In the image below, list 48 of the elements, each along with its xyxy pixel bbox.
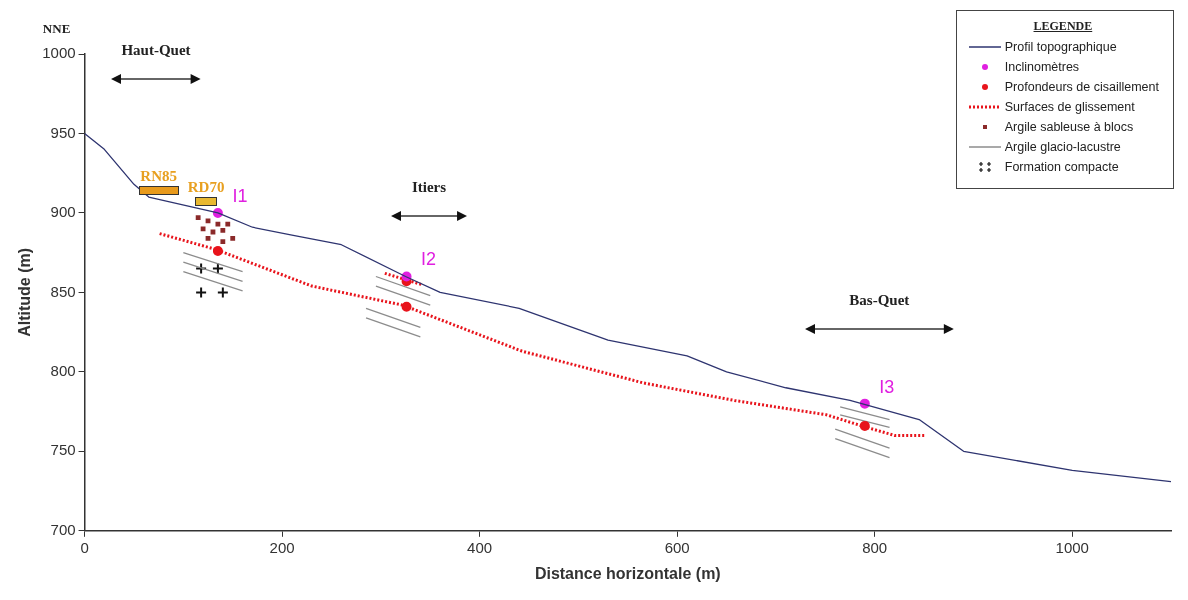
annotation: RN85 bbox=[140, 167, 177, 184]
y-tick-label: 750 bbox=[50, 441, 76, 459]
x-tick-label: 1000 bbox=[1055, 538, 1089, 556]
y-axis-title: Altitude (m) bbox=[16, 247, 34, 337]
point bbox=[200, 226, 206, 232]
point bbox=[212, 246, 223, 257]
annotation: I1 bbox=[232, 185, 248, 206]
x-tick-label: 600 bbox=[664, 538, 690, 556]
point bbox=[195, 215, 201, 221]
legend-label: Profondeurs de cisaillement bbox=[1004, 80, 1159, 94]
legend-label: Surfaces de glissement bbox=[1004, 100, 1135, 114]
point bbox=[225, 221, 231, 227]
y-tick-label: 700 bbox=[50, 520, 76, 538]
point bbox=[220, 239, 226, 244]
point bbox=[205, 218, 211, 224]
point bbox=[205, 235, 211, 241]
annotation: I3 bbox=[879, 376, 895, 397]
legend-label: Argile sableuse à blocs bbox=[1004, 120, 1134, 134]
legend-label: Argile glacio-lacustre bbox=[1004, 140, 1121, 154]
point bbox=[216, 286, 229, 299]
y-tick-label: 1000 bbox=[42, 44, 76, 62]
x-tick-label: 0 bbox=[80, 538, 89, 556]
text: NNE bbox=[42, 21, 71, 37]
point bbox=[859, 420, 870, 431]
point bbox=[401, 301, 412, 312]
x-tick-label: 800 bbox=[862, 538, 888, 556]
annotation: Haut-Quet bbox=[121, 42, 191, 59]
legend-title: LEGENDE bbox=[1032, 19, 1094, 34]
y-tick-label: 850 bbox=[50, 282, 76, 300]
x-tick-label: 400 bbox=[467, 538, 493, 556]
point bbox=[211, 262, 224, 275]
point bbox=[215, 221, 221, 227]
y-tick-label: 900 bbox=[50, 203, 76, 221]
y-tick-label: 950 bbox=[50, 123, 76, 141]
point bbox=[195, 262, 208, 275]
legend-label: Formation compacte bbox=[1004, 160, 1119, 174]
legend-label: Inclinomètres bbox=[1004, 60, 1080, 74]
point bbox=[230, 235, 236, 241]
point bbox=[220, 228, 226, 233]
legend-label: Profil topographique bbox=[1004, 40, 1117, 54]
point bbox=[195, 286, 208, 299]
annotation: I2 bbox=[421, 249, 437, 270]
annotation: Bas-Quet bbox=[849, 291, 910, 308]
annotation: Itiers bbox=[411, 178, 447, 195]
x-tick-label: 200 bbox=[269, 538, 295, 556]
annotation: RD70 bbox=[187, 178, 225, 195]
x-axis-title: Distance horizontale (m) bbox=[534, 564, 721, 582]
y-tick-label: 800 bbox=[50, 362, 76, 380]
